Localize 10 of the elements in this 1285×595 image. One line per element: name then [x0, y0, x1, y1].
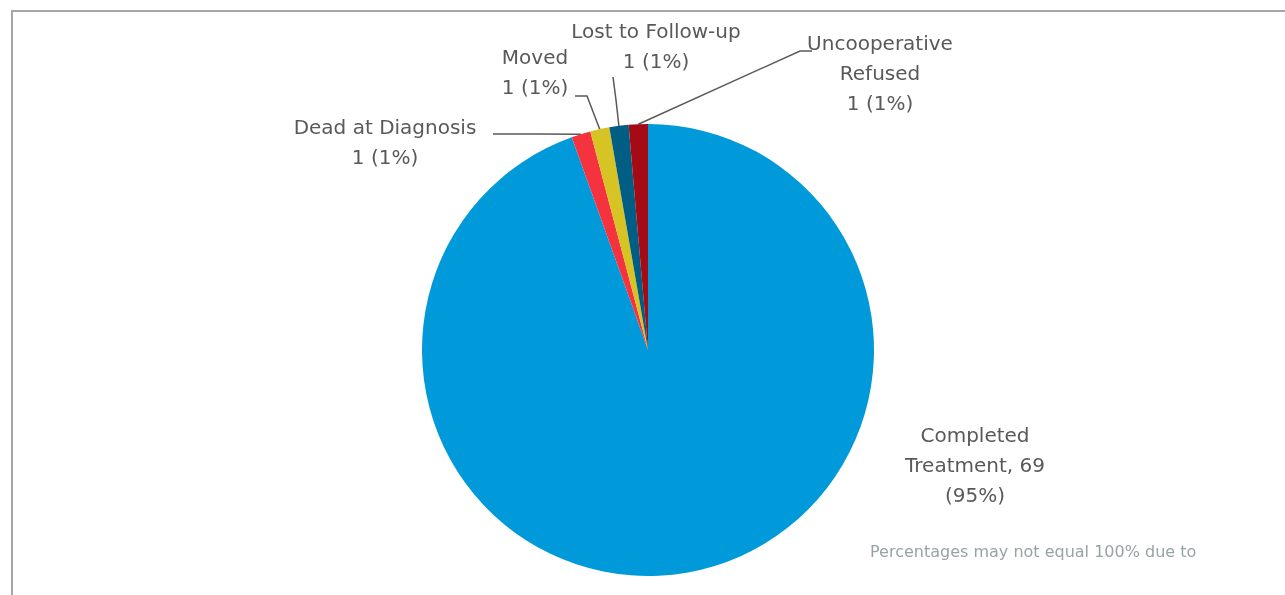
slice-label: Uncooperative Refused	[807, 31, 953, 85]
slice-label: Dead at Diagnosis	[293, 115, 477, 139]
text: Percentages may not equal 100% due to	[870, 541, 1197, 561]
slice-label: Lost to Follow-up	[571, 19, 741, 43]
slice-label: Completed Treatment, 69 (95%)	[904, 423, 1045, 507]
data-label: 1 (1%)	[351, 145, 419, 169]
slice-label: Moved	[501, 45, 569, 69]
data-label: 1 (1%)	[846, 91, 914, 115]
data-label: 1 (1%)	[501, 75, 569, 99]
data-label: 1 (1%)	[622, 49, 690, 73]
